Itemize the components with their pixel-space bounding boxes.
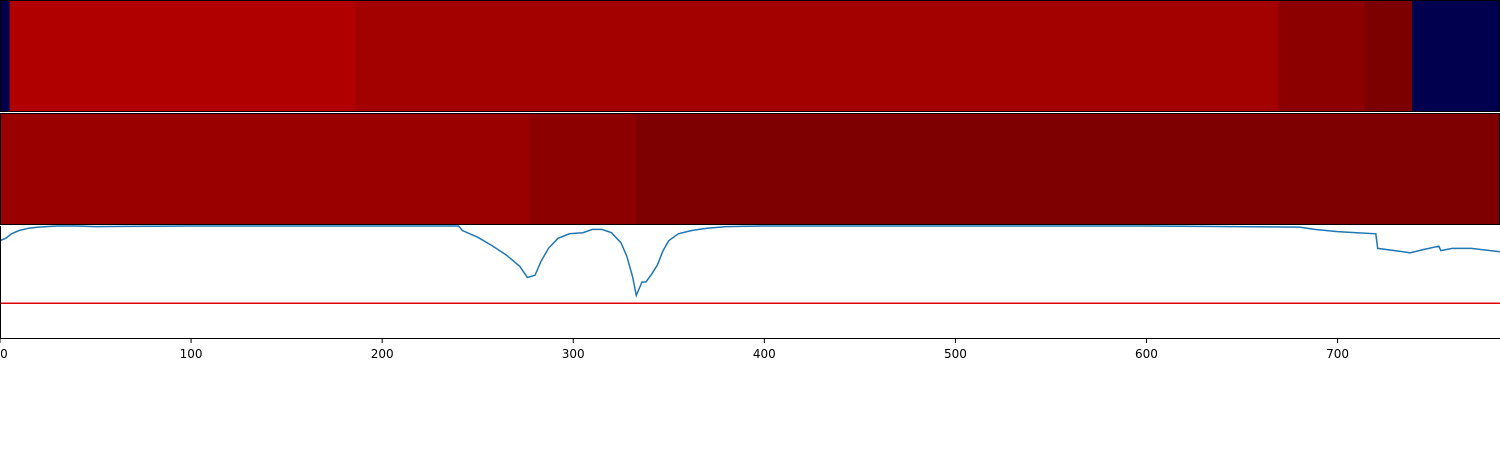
line-panel-background — [0, 226, 1500, 338]
x-tick-label-300: 300 — [562, 347, 585, 361]
x-tick-label-400: 400 — [753, 347, 776, 361]
x-tick-label-100: 100 — [180, 347, 203, 361]
band-top-segment-3 — [1278, 1, 1365, 111]
heatmap-band-top — [0, 1, 1500, 111]
x-axis: 0 100 200 300 400 500 600 700 — [0, 338, 1349, 361]
band-top-segment-2 — [355, 1, 1279, 111]
series-line — [0, 225, 1500, 298]
x-tick-label-700: 700 — [1326, 347, 1349, 361]
band-middle-segment-0 — [0, 114, 530, 224]
band-top-segment-0 — [0, 1, 11, 111]
heatmap-band-middle — [0, 114, 1500, 224]
x-tick-label-600: 600 — [1135, 347, 1158, 361]
x-tick-label-500: 500 — [944, 347, 967, 361]
band-top-segment-1 — [9, 1, 356, 111]
band-middle-segment-2 — [636, 114, 1500, 224]
line-panel — [0, 225, 1500, 338]
band-middle-segment-1 — [529, 114, 637, 224]
x-tick-label-0: 0 — [0, 347, 8, 361]
band-top-segment-4 — [1364, 1, 1413, 111]
x-tick-label-200: 200 — [371, 347, 394, 361]
band-top-segment-5 — [1412, 1, 1500, 111]
